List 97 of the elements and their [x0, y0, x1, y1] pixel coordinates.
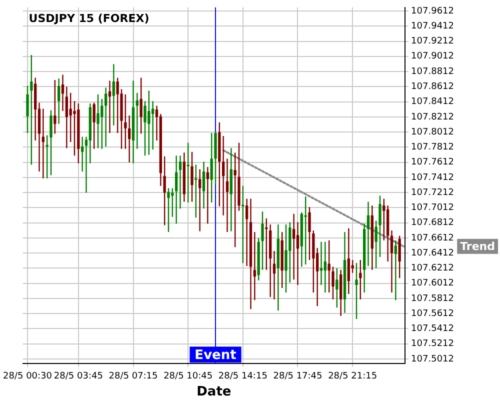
candlestick	[246, 198, 248, 267]
candlestick	[347, 228, 350, 295]
candlestick	[328, 240, 330, 294]
y-tick-label: 107.5212	[411, 339, 454, 350]
candlestick	[65, 86, 68, 149]
y-tick-label: 107.9212	[411, 36, 454, 47]
y-tick-label: 107.8612	[411, 82, 454, 92]
y-tick-label: 107.7612	[411, 158, 454, 168]
candlestick	[73, 100, 76, 156]
candlestick	[178, 155, 182, 210]
y-tick-label: 107.6812	[411, 218, 454, 228]
candlestick	[26, 85, 29, 134]
candlestick	[124, 94, 127, 150]
candlestick	[284, 224, 288, 294]
y-tick-label: 107.8812	[411, 66, 454, 77]
candlestick	[128, 114, 131, 164]
y-tick-label: 107.6412	[411, 248, 454, 258]
candlestick	[96, 94, 100, 149]
candlestick	[81, 136, 84, 172]
y-tick-label: 107.7412	[411, 172, 454, 183]
candlestick	[272, 250, 276, 300]
candlestick	[112, 64, 115, 126]
candlestick	[292, 213, 296, 280]
candlestick	[308, 206, 311, 261]
x-tick-label: 28/5 07:15	[108, 371, 158, 382]
y-tick-label: 107.9612	[411, 6, 454, 16]
candlestick	[61, 74, 64, 112]
candlestick	[171, 188, 174, 218]
y-tick-label: 107.8412	[411, 97, 454, 108]
x-tick-label: 28/5 10:45	[164, 371, 213, 382]
candlestick	[222, 135, 225, 216]
y-tick-label: 107.6212	[411, 264, 454, 274]
x-tick-label: 28/5 14:15	[218, 371, 268, 382]
candlestick	[140, 77, 142, 134]
x-tick-label: 28/5 03:45	[54, 371, 103, 382]
candlestick	[152, 100, 154, 150]
y-tick-label: 107.5012	[411, 354, 454, 364]
candlestick	[210, 132, 213, 204]
x-axis-title: Date	[196, 384, 232, 400]
candlestick	[288, 222, 292, 284]
y-tick-label: 107.5612	[411, 308, 454, 319]
candlestick	[54, 79, 56, 134]
candlestick	[198, 168, 202, 232]
candlestick	[398, 235, 401, 279]
candlestick	[190, 151, 194, 202]
candlestick	[234, 152, 236, 248]
candlestick	[265, 218, 268, 270]
y-tick-label: 107.6612	[411, 233, 454, 244]
candlestick	[378, 195, 382, 258]
text: Trend	[460, 240, 496, 254]
candlestick	[50, 110, 52, 176]
candlestick	[144, 100, 146, 156]
candlestick	[104, 86, 108, 148]
candlestick	[242, 185, 244, 264]
candlestick	[167, 188, 170, 233]
y-tick-label: 107.5812	[411, 294, 454, 304]
candlestick	[261, 210, 264, 270]
candlestick	[324, 241, 326, 294]
candlestick	[69, 92, 72, 143]
x-tick-label: 28/5 00:30	[2, 371, 52, 382]
x-tick-label: 28/5 21:15	[328, 371, 378, 382]
candlestick	[355, 262, 358, 320]
candlestick	[332, 266, 334, 300]
candlestick	[304, 196, 307, 266]
candlestick	[296, 222, 300, 286]
candlestick	[374, 220, 378, 269]
x-tick-label: 28/5 17:45	[273, 371, 322, 382]
y-tick-label: 107.7212	[411, 188, 454, 198]
y-tick-label: 107.8212	[411, 112, 454, 122]
candlestick	[382, 198, 386, 241]
ref-line-label: Event	[194, 348, 236, 363]
candlestick	[194, 164, 198, 218]
candlestick	[58, 78, 60, 124]
candlestick	[390, 230, 394, 294]
y-tick-label: 107.7812	[411, 142, 454, 152]
candlestick	[163, 156, 166, 226]
candlestick	[366, 201, 370, 267]
candlestick	[226, 158, 229, 233]
candlestick	[186, 142, 190, 204]
candlestick	[148, 90, 150, 156]
candlestick	[116, 77, 119, 134]
y-tick-label: 107.5412	[411, 324, 454, 334]
candlestick	[175, 155, 178, 224]
candlestick	[30, 54, 33, 166]
chart-title: USDJPY 15 (FOREX)	[28, 12, 150, 25]
y-tick-label: 107.9412	[411, 22, 454, 32]
candlestick	[92, 102, 96, 150]
y-tick-label: 107.8012	[411, 127, 454, 138]
y-tick-label: 107.6012	[411, 278, 454, 289]
candlestick	[42, 108, 44, 179]
y-tick-label: 107.9012	[411, 52, 454, 62]
candlestick	[336, 268, 338, 308]
candlestick	[100, 98, 104, 150]
candlestick	[394, 240, 397, 301]
candlestick	[46, 134, 48, 179]
y-tick-label: 107.7012	[411, 203, 454, 213]
candlestick	[202, 161, 206, 210]
